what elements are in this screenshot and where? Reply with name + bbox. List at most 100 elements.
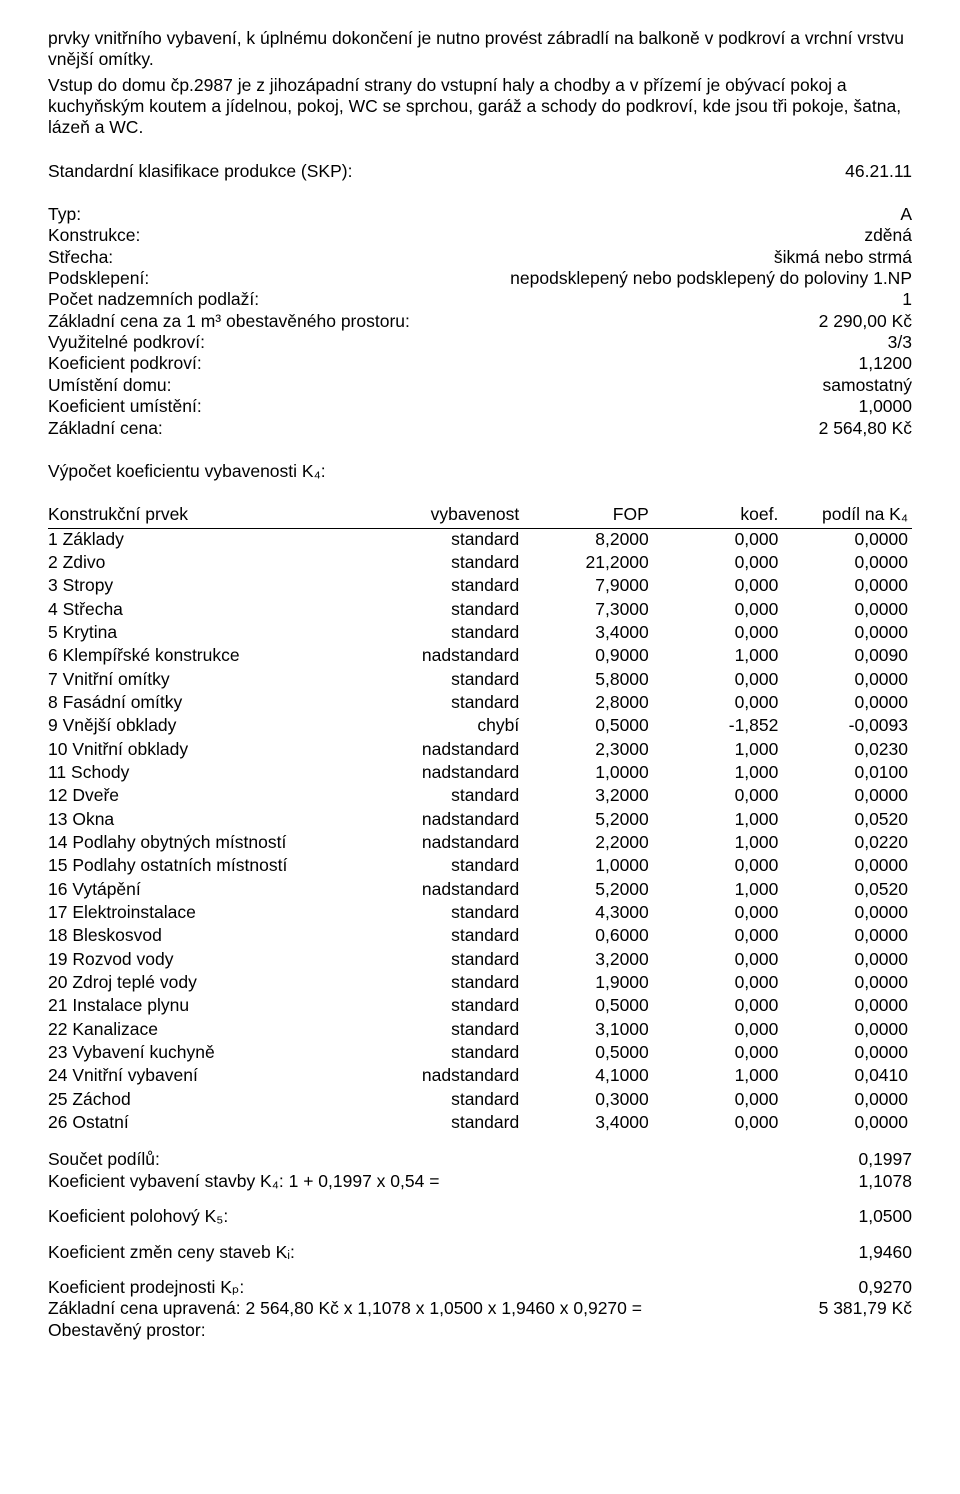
table-cell: 0,0000 <box>782 622 912 645</box>
attr-row: Základní cena:2 564,80 Kč <box>48 418 912 439</box>
coeff-label: Koeficient prodejnosti Kₚ: <box>48 1277 244 1298</box>
table-cell: nadstandard <box>359 1065 523 1088</box>
attr-label: Koeficient podkroví: <box>48 353 202 374</box>
table-cell: 0,000 <box>653 925 783 948</box>
attr-label: Střecha: <box>48 247 113 268</box>
table-cell: 0,000 <box>653 669 783 692</box>
table-row: 20 Zdroj teplé vodystandard1,90000,0000,… <box>48 972 912 995</box>
table-cell: 24 Vnitřní vybavení <box>48 1065 359 1088</box>
attr-row: Konstrukce:zděná <box>48 225 912 246</box>
intro-p1: prvky vnitřního vybavení, k úplnému doko… <box>48 28 912 71</box>
table-cell: 0,9000 <box>523 645 653 668</box>
table-cell: standard <box>359 1019 523 1042</box>
table-cell: 0,0000 <box>782 528 912 552</box>
table-cell: 12 Dveře <box>48 785 359 808</box>
table-cell: 21 Instalace plynu <box>48 995 359 1018</box>
attr-label: Základní cena: <box>48 418 163 439</box>
table-cell: 20 Zdroj teplé vody <box>48 972 359 995</box>
table-cell: nadstandard <box>359 645 523 668</box>
table-row: 24 Vnitřní vybavenínadstandard4,10001,00… <box>48 1065 912 1088</box>
attr-row: Typ:A <box>48 204 912 225</box>
table-cell: 18 Bleskosvod <box>48 925 359 948</box>
table-cell: 3,4000 <box>523 1112 653 1135</box>
table-cell: 1,000 <box>653 879 783 902</box>
table-cell: 0,0230 <box>782 739 912 762</box>
table-row: 18 Bleskosvodstandard0,60000,0000,0000 <box>48 925 912 948</box>
table-cell: standard <box>359 575 523 598</box>
coeff-label: Koeficient polohový K₅: <box>48 1206 228 1227</box>
coeffs-block: Koeficient polohový K₅:1,0500Koeficient … <box>48 1206 912 1298</box>
table-cell: 1,000 <box>653 809 783 832</box>
table-row: 3 Stropystandard7,90000,0000,0000 <box>48 575 912 598</box>
table-cell: 5,8000 <box>523 669 653 692</box>
table-cell: 0,0100 <box>782 762 912 785</box>
table-cell: 0,000 <box>653 902 783 925</box>
table-cell: standard <box>359 669 523 692</box>
k4-h5: podíl na K₄ <box>782 504 912 528</box>
table-cell: standard <box>359 622 523 645</box>
skp-value: 46.21.11 <box>845 161 912 182</box>
table-cell: 0,0000 <box>782 995 912 1018</box>
attr-label: Konstrukce: <box>48 225 140 246</box>
table-cell: 2 Zdivo <box>48 552 359 575</box>
table-cell: 26 Ostatní <box>48 1112 359 1135</box>
table-cell: 0,0000 <box>782 575 912 598</box>
table-row: 11 Schodynadstandard1,00001,0000,0100 <box>48 762 912 785</box>
table-row: 23 Vybavení kuchyněstandard0,50000,0000,… <box>48 1042 912 1065</box>
table-cell: 0,0000 <box>782 669 912 692</box>
table-cell: 2,8000 <box>523 692 653 715</box>
k4-table: Konstrukční prvek vybavenost FOP koef. p… <box>48 504 912 1135</box>
total-row: Součet podílů:0,1997 <box>48 1149 912 1170</box>
table-cell: 0,5000 <box>523 715 653 738</box>
table-cell: 0,3000 <box>523 1089 653 1112</box>
attr-value: 2 290,00 Kč <box>819 311 912 332</box>
attr-row: Umístění domu:samostatný <box>48 375 912 396</box>
table-cell: standard <box>359 855 523 878</box>
table-cell: 14 Podlahy obytných místností <box>48 832 359 855</box>
table-cell: 0,000 <box>653 855 783 878</box>
table-cell: 0,0220 <box>782 832 912 855</box>
table-cell: nadstandard <box>359 832 523 855</box>
table-cell: 0,0000 <box>782 855 912 878</box>
table-row: 19 Rozvod vodystandard3,20000,0000,0000 <box>48 949 912 972</box>
attr-value: 1,0000 <box>858 396 912 417</box>
attr-label: Umístění domu: <box>48 375 172 396</box>
k4-header-row: Konstrukční prvek vybavenost FOP koef. p… <box>48 504 912 528</box>
k4-h2: vybavenost <box>359 504 523 528</box>
k4-h4: koef. <box>653 504 783 528</box>
intro-block: prvky vnitřního vybavení, k úplnému doko… <box>48 28 912 139</box>
table-cell: 0,000 <box>653 1019 783 1042</box>
total-value: 1,1078 <box>858 1171 912 1192</box>
table-cell: 0,0000 <box>782 785 912 808</box>
total-row: Koeficient vybavení stavby K₄: 1 + 0,199… <box>48 1171 912 1192</box>
table-cell: chybí <box>359 715 523 738</box>
table-cell: 0,0000 <box>782 949 912 972</box>
k4-h3: FOP <box>523 504 653 528</box>
table-cell: 2,2000 <box>523 832 653 855</box>
obe-label: Obestavěný prostor: <box>48 1320 912 1341</box>
table-cell: 0,000 <box>653 995 783 1018</box>
table-row: 16 Vytápěnínadstandard5,20001,0000,0520 <box>48 879 912 902</box>
attr-row: Koeficient podkroví:1,1200 <box>48 353 912 374</box>
table-cell: 0,6000 <box>523 925 653 948</box>
attr-label: Počet nadzemních podlaží: <box>48 289 259 310</box>
final-row: Základní cena upravená: 2 564,80 Kč x 1,… <box>48 1298 912 1319</box>
table-cell: standard <box>359 692 523 715</box>
table-cell: 13 Okna <box>48 809 359 832</box>
attr-value: nepodsklepený nebo podsklepený do polovi… <box>510 268 912 289</box>
table-cell: 0,0520 <box>782 809 912 832</box>
table-cell: 3,4000 <box>523 622 653 645</box>
skp-label: Standardní klasifikace produkce (SKP): <box>48 161 352 182</box>
table-cell: 0,000 <box>653 692 783 715</box>
table-row: 1 Základystandard8,20000,0000,0000 <box>48 528 912 552</box>
table-row: 8 Fasádní omítkystandard2,80000,0000,000… <box>48 692 912 715</box>
table-cell: nadstandard <box>359 809 523 832</box>
coeff-row: Koeficient změn ceny staveb Kᵢ:1,9460 <box>48 1242 912 1263</box>
attr-row: Základní cena za 1 m³ obestavěného prost… <box>48 311 912 332</box>
table-row: 7 Vnitřní omítkystandard5,80000,0000,000… <box>48 669 912 692</box>
k4-h1: Konstrukční prvek <box>48 504 359 528</box>
final-value: 5 381,79 Kč <box>819 1298 912 1319</box>
table-cell: 1 Základy <box>48 528 359 552</box>
table-cell: 1,000 <box>653 762 783 785</box>
coeff-row: Koeficient prodejnosti Kₚ:0,9270 <box>48 1277 912 1298</box>
